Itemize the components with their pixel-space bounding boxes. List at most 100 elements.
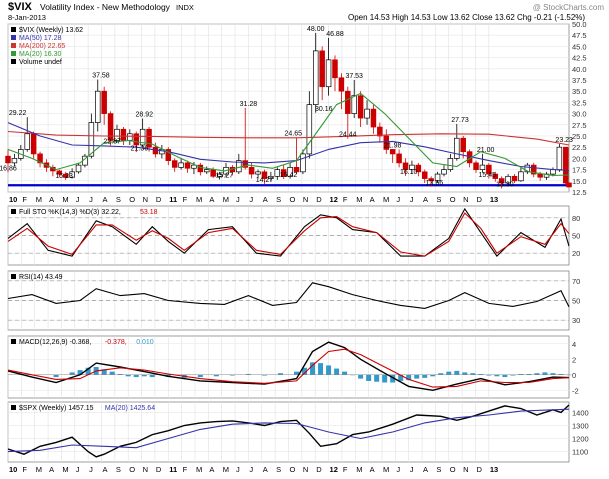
x-axis-label-upper: D	[156, 195, 162, 204]
vix-ytick: 45.0	[572, 42, 587, 51]
x-axis-label-upper: S	[116, 195, 121, 204]
vix-panel: 12.5 15.0 17.5 20.0 22.5 25.0 27.5 30.0 32.5 35.0…	[0, 20, 587, 197]
x-axis-label-lower: A	[102, 465, 107, 474]
vix-candle-body	[389, 149, 396, 155]
macd-histogram-bar	[229, 374, 235, 376]
macd-histogram-bar	[261, 374, 267, 376]
x-axis-label-lower: J	[89, 465, 93, 474]
stoch-legend-text: 53.18	[140, 209, 158, 216]
vix-ytick: 20.0	[572, 154, 587, 163]
x-axis-label-lower: M	[223, 465, 229, 474]
x-axis-label-upper: A	[263, 195, 268, 204]
macd-legend-text: -0.378,	[105, 339, 127, 346]
vix-ytick: 25.0	[572, 132, 587, 141]
spx-legend-text: MA(20) 1425.64	[105, 405, 155, 412]
vix-candle-body	[566, 182, 572, 188]
vix-price-label: 15.45	[478, 172, 496, 179]
vix-candle-body	[338, 77, 345, 92]
vix-candle-body	[454, 137, 460, 159]
macd-histogram-bar	[133, 374, 139, 378]
macd-histogram-bar	[542, 372, 548, 375]
x-axis-label-upper: M	[223, 195, 229, 204]
x-axis-label-upper: A	[423, 195, 428, 204]
vix-candle-body	[204, 169, 210, 173]
vix-ytick: 12.5	[572, 188, 587, 197]
vix-candle-body	[120, 128, 127, 141]
spx-series-line	[7, 404, 570, 458]
macd-series-line	[7, 348, 570, 388]
x-axis-label-upper: M	[356, 195, 362, 204]
macd-histogram-bar	[294, 371, 300, 375]
x-axis-label-lower: S	[116, 465, 121, 474]
quote-line: Open 14.53 High 14.53 Low 13.62 Close 13…	[348, 13, 585, 22]
x-axis-label-lower: A	[423, 465, 428, 474]
vix-price-label: 27.73	[451, 117, 469, 124]
vix-candle-body	[5, 155, 11, 164]
macd-histogram-bar	[334, 368, 340, 375]
x-axis-label-lower: F	[22, 465, 27, 474]
macd-histogram-bar	[406, 374, 412, 381]
x-axis-label-lower: D	[316, 465, 322, 474]
vix-ytick: 40.0	[572, 65, 587, 74]
x-axis-label-lower: J	[396, 465, 400, 474]
rsi-legend-text: RSI(14) 43.49	[19, 274, 63, 281]
macd-histogram-bar	[558, 373, 564, 375]
vix-price-label: 24.65	[285, 131, 303, 138]
vix-legend-text: Volume undef	[19, 59, 62, 66]
macd-histogram-bar	[277, 373, 283, 375]
vix-price-label: 24.44	[339, 132, 357, 139]
x-axis-label-lower: F	[183, 465, 188, 474]
macd-histogram-bar	[526, 373, 532, 375]
macd-histogram-bar	[390, 374, 396, 383]
x-axis-label-lower: M	[356, 465, 362, 474]
vix-candle-body	[563, 146, 569, 184]
macd-histogram-bar	[430, 374, 436, 377]
macd-histogram-bar	[502, 374, 508, 378]
macd-histogram-bar	[470, 373, 476, 375]
macd-histogram-bar	[510, 374, 516, 376]
x-axis-label-upper: O	[129, 195, 135, 204]
x-axis-label-upper: J	[249, 195, 253, 204]
vix-legend-swatch	[11, 43, 16, 48]
vix-candle-body	[178, 162, 184, 168]
vix-candle-body	[255, 171, 261, 175]
vix-ytick: 15.0	[572, 177, 587, 186]
macd-histogram-bar	[382, 374, 388, 383]
vix-price-label: 22.87	[103, 139, 121, 146]
vix-legend-swatch	[11, 51, 16, 56]
vix-price-label: 15.27	[216, 173, 234, 180]
vix-price-label: 13.30	[496, 181, 514, 188]
vix-legend-swatch	[11, 35, 16, 40]
macd-histogram-bar	[318, 363, 324, 375]
macd-histogram-bar	[141, 374, 147, 377]
vix-legend-text: MA(20) 16.30	[19, 51, 62, 58]
macd-histogram-bar	[550, 373, 556, 375]
x-axis-label-upper: N	[143, 195, 148, 204]
x-axis-label-lower: A	[370, 465, 375, 474]
macd-histogram-bar	[101, 369, 107, 375]
macd-panel: -2 0 2 4 MACD(12,26,9) -0.368, -0.378, 0.010	[7, 335, 579, 399]
x-axis-label-lower: M	[36, 465, 42, 474]
vix-price-label: 28.92	[135, 111, 153, 118]
x-axis-label-upper: F	[343, 195, 348, 204]
vix-candle-body	[550, 169, 556, 175]
x-axis-label-lower: J	[236, 465, 240, 474]
x-axis-label-upper: J	[236, 195, 240, 204]
macd-histogram-bar	[422, 374, 428, 378]
macd-histogram-bar	[478, 373, 484, 375]
chart-title: Volatility Index - New Methodology	[40, 2, 171, 12]
macd-histogram-bar	[53, 374, 59, 378]
chart-symbol: $VIX	[8, 1, 33, 13]
macd-histogram-bar	[374, 374, 380, 382]
macd-ytick: 0	[572, 371, 576, 380]
macd-histogram-bar	[69, 372, 75, 375]
vix-candle-body	[357, 95, 364, 119]
vix-candle-body	[530, 164, 537, 175]
vix-candle-body	[492, 173, 499, 179]
x-axis-label-upper: 10	[9, 195, 17, 204]
x-axis-label-upper: O	[450, 195, 456, 204]
vix-candle-body	[402, 162, 409, 170]
x-axis-label-upper: 11	[169, 195, 177, 204]
x-axis-label-lower: A	[49, 465, 54, 474]
